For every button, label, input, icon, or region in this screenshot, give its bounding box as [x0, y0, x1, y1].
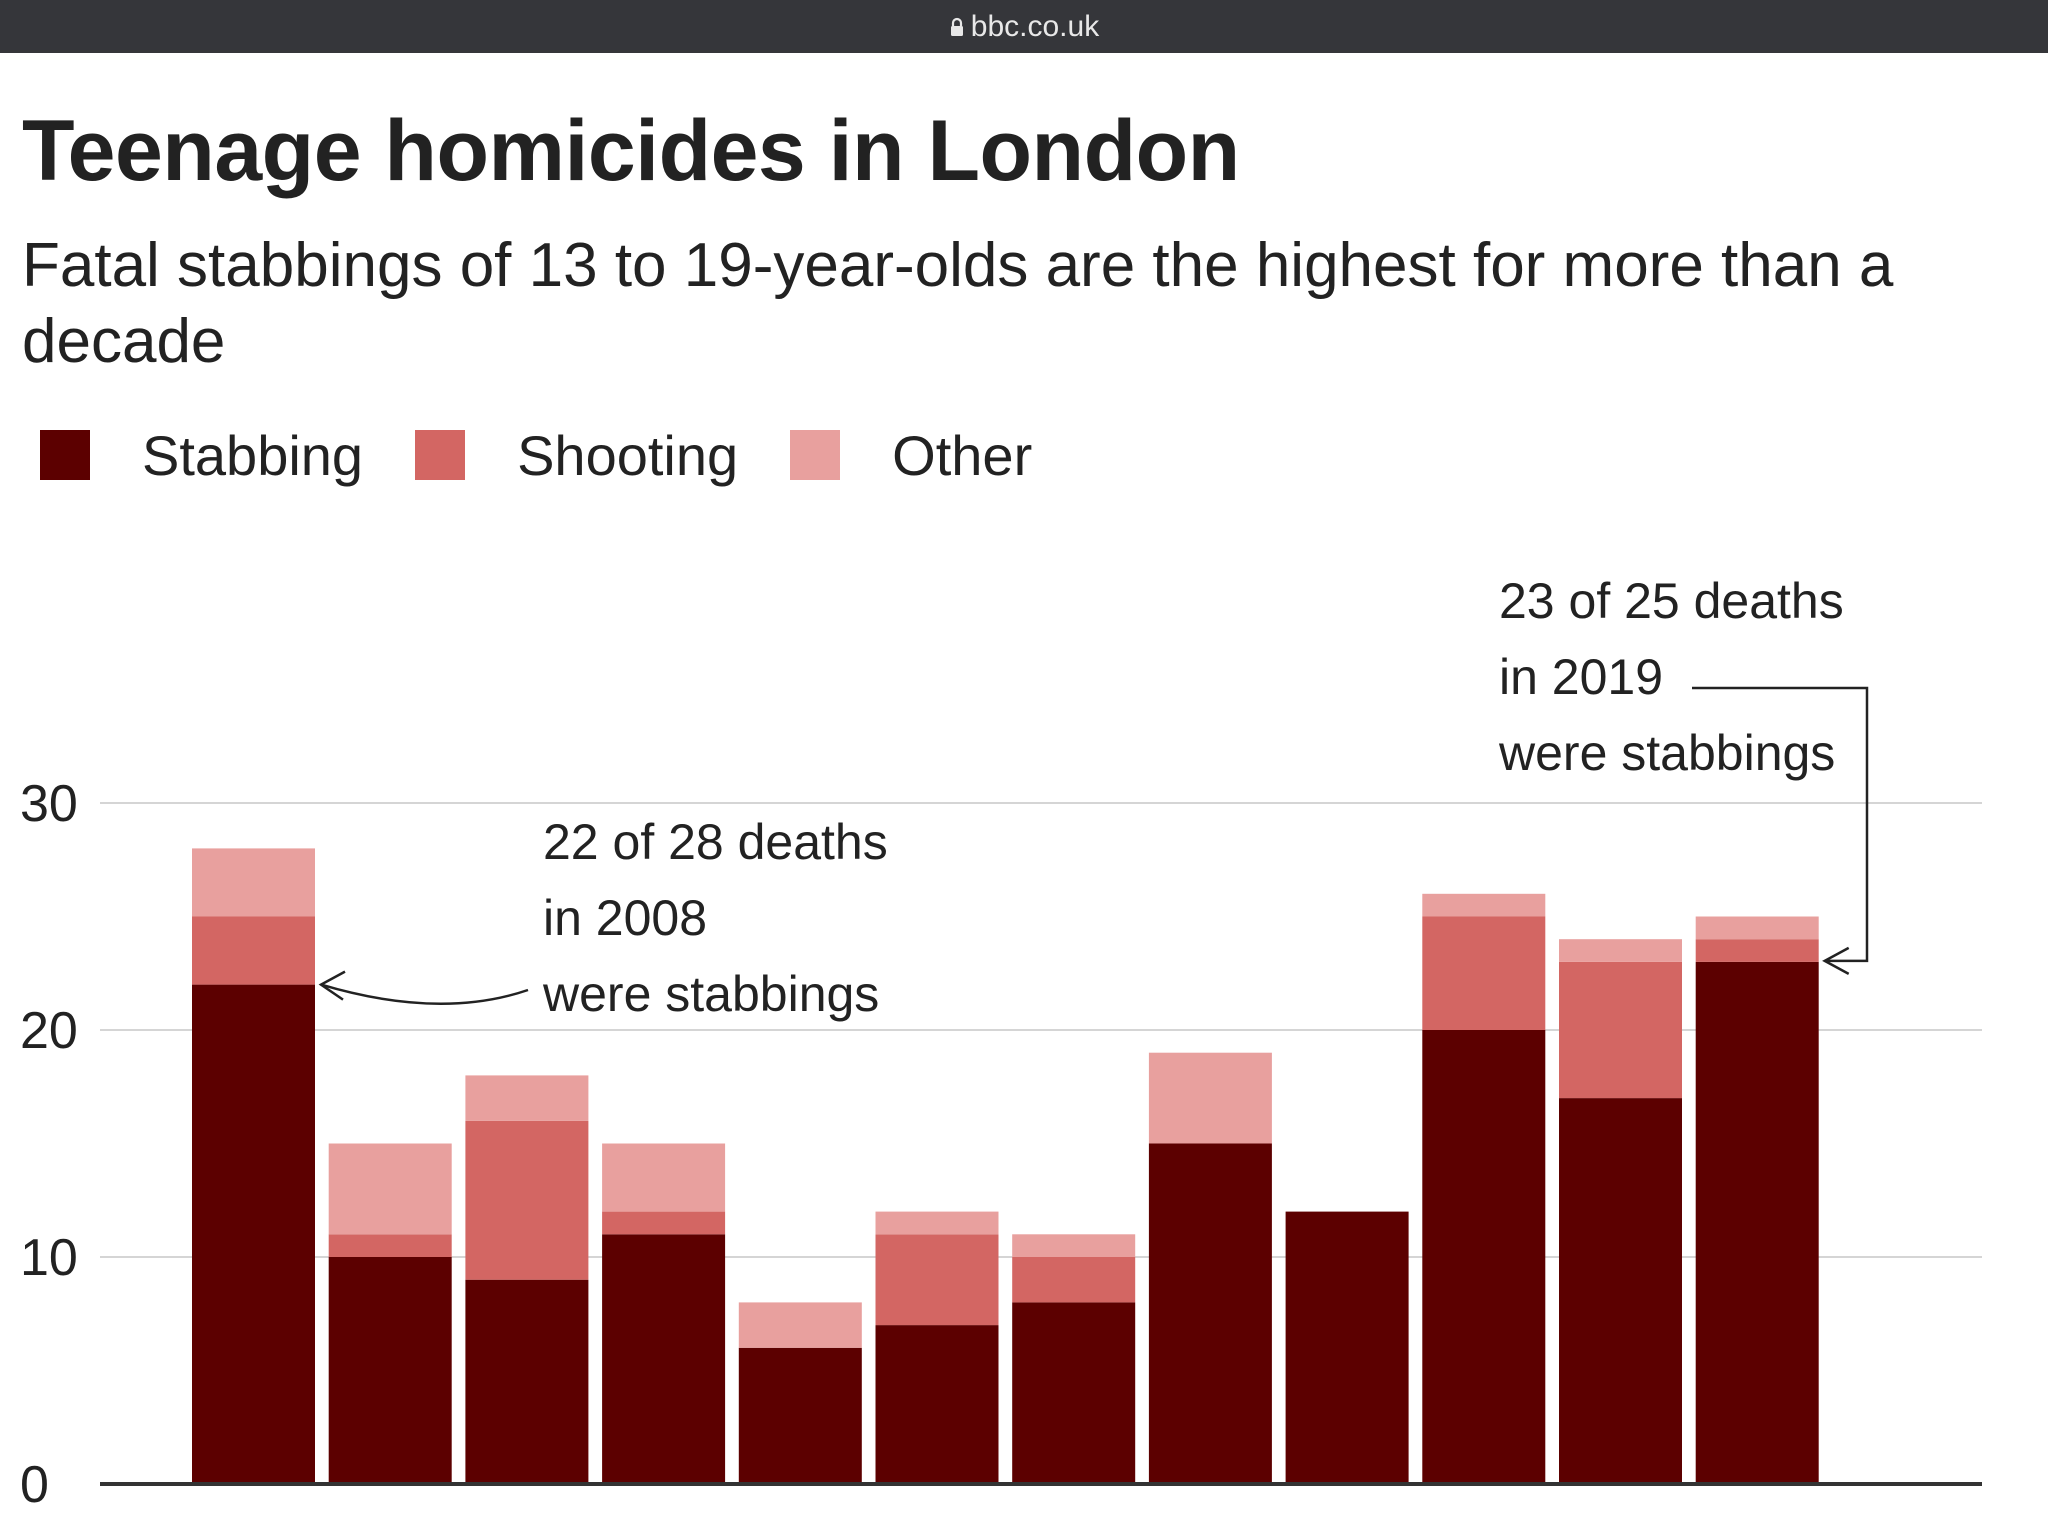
bar-shooting-2018	[1559, 961, 1682, 1099]
bar-shooting-2017	[1422, 916, 1546, 1030]
bar-shooting-2013	[875, 1234, 999, 1326]
bar-other-2014	[1012, 1234, 1136, 1257]
url-text: bbc.co.uk	[970, 9, 1100, 43]
bar-stabbing-2011	[602, 1234, 726, 1484]
bar-other-2009	[328, 1143, 452, 1235]
legend-item-other: Other	[790, 423, 1032, 488]
annotation-2019-connector	[1692, 686, 1869, 963]
lock-icon	[950, 17, 963, 36]
legend-swatch-stabbing	[40, 430, 90, 480]
bar-stabbing-2012	[738, 1347, 862, 1484]
stacked-bar-chart: 0 10 20 30 22 of 28 deaths in 2008 were stabbi…	[20, 573, 1982, 1514]
annotation-2008-line-3: were stabbings	[542, 966, 879, 1022]
chart-subtitle: Fatal stabbings of 13 to 19-year-olds ar…	[22, 231, 1894, 376]
legend-swatch-shooting	[415, 430, 466, 480]
bar-stabbing-2008	[192, 984, 315, 1484]
y-tick-label-0: 0	[20, 1456, 49, 1514]
bar-shooting-2008	[192, 916, 315, 985]
bar-stabbing-2017	[1422, 1030, 1546, 1484]
y-tick-label-20: 20	[20, 1002, 78, 1060]
annotation-2019-line-3: were stabbings	[1498, 725, 1835, 781]
legend-label-stabbing: Stabbing	[142, 423, 364, 487]
legend-item-stabbing: Stabbing	[40, 423, 363, 488]
bar-shooting-2011	[602, 1211, 726, 1235]
bar-stabbing-2016	[1285, 1211, 1409, 1484]
bar-stabbing-2019	[1695, 961, 1819, 1484]
bar-other-2011	[602, 1143, 726, 1212]
bar-other-2019	[1695, 916, 1819, 940]
annotation-2008-line-2: in 2008	[543, 890, 707, 946]
annotation-2019-line-1: 23 of 25 deaths	[1499, 573, 1844, 629]
annotation-2008-line-1: 22 of 28 deaths	[543, 814, 888, 870]
bar-stabbing-2010	[465, 1279, 589, 1484]
annotation-2008-arrow	[320, 983, 529, 1006]
bar-stabbing-2013	[875, 1325, 999, 1484]
legend-label-shooting: Shooting	[517, 423, 739, 487]
chart-title: Teenage homicides in London	[22, 103, 1240, 199]
chart-legend: Stabbing Shooting Other	[40, 420, 1084, 490]
legend-item-shooting: Shooting	[415, 423, 738, 488]
annotation-2008-arrowhead	[318, 970, 346, 1001]
bar-stabbing-2015	[1148, 1143, 1272, 1484]
legend-label-other: Other	[892, 423, 1033, 487]
bar-stabbing-2009	[328, 1257, 452, 1484]
bar-other-2010	[465, 1075, 589, 1121]
bar-other-2015	[1148, 1052, 1272, 1144]
bar-other-2017	[1422, 893, 1546, 917]
y-tick-label-10: 10	[20, 1229, 78, 1287]
bar-shooting-2009	[328, 1234, 452, 1257]
bar-other-2018	[1559, 939, 1682, 962]
bar-other-2013	[875, 1211, 999, 1235]
bar-other-2012	[738, 1302, 862, 1348]
annotation-2019-line-2: in 2019	[1499, 649, 1663, 705]
legend-swatch-other	[790, 430, 841, 480]
bar-stabbing-2014	[1012, 1302, 1136, 1484]
bar-shooting-2010	[465, 1120, 589, 1280]
browser-address-bar[interactable]: bbc.co.uk	[0, 0, 2048, 53]
bar-shooting-2019	[1695, 939, 1819, 962]
bar-shooting-2014	[1012, 1257, 1136, 1303]
annotation-2019-arrowhead	[1822, 946, 1850, 975]
bar-other-2008	[192, 848, 315, 917]
y-tick-label-30: 30	[20, 775, 78, 833]
bar-stabbing-2018	[1559, 1098, 1682, 1484]
